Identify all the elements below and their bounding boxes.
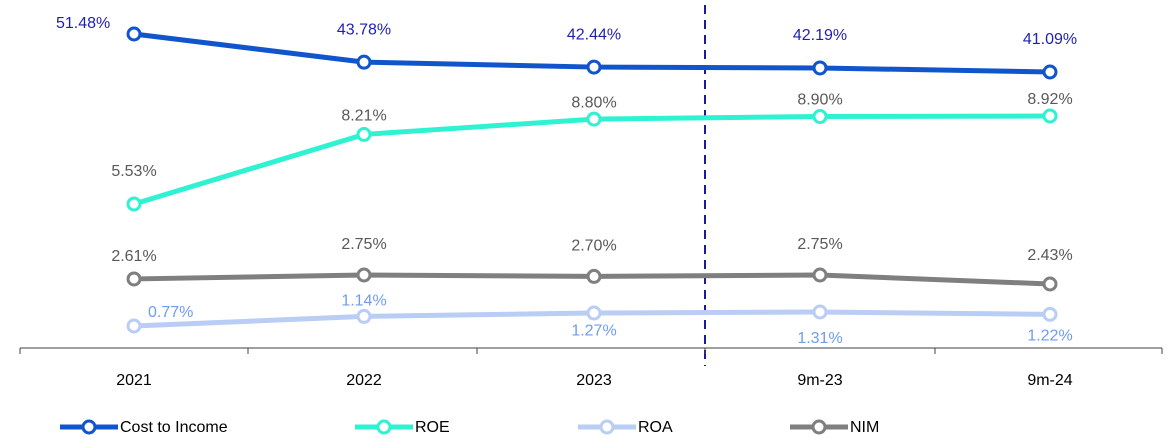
legend-marker	[81, 419, 97, 435]
point	[586, 268, 602, 284]
data-label: 2.43%	[1027, 247, 1072, 264]
data-label: 42.44%	[567, 26, 621, 43]
point	[1042, 276, 1058, 292]
point	[126, 318, 142, 334]
data-label: 2.75%	[341, 236, 386, 253]
legend-label: NIM	[850, 419, 879, 436]
point	[1042, 64, 1058, 80]
point	[356, 126, 372, 142]
data-label: 0.77%	[148, 304, 193, 321]
legend-label: Cost to Income	[120, 419, 228, 436]
point	[126, 196, 142, 212]
point	[812, 60, 828, 76]
data-label: 1.31%	[797, 330, 842, 347]
data-label: 2.61%	[111, 248, 156, 265]
data-label: 1.27%	[571, 322, 616, 339]
data-label: 1.14%	[341, 293, 386, 310]
point	[126, 26, 142, 42]
legend-marker	[376, 419, 392, 435]
point	[586, 59, 602, 75]
series-line	[133, 113, 1051, 207]
point	[586, 111, 602, 127]
point	[126, 271, 142, 287]
legend-label: ROA	[638, 419, 673, 436]
data-label: 42.19%	[793, 27, 847, 44]
point	[356, 54, 372, 70]
data-label: 43.78%	[337, 21, 391, 38]
point	[1042, 108, 1058, 124]
data-label: 8.80%	[571, 94, 616, 111]
point	[812, 304, 828, 320]
data-label: 5.53%	[111, 163, 156, 180]
data-label: 8.92%	[1027, 91, 1072, 108]
data-label: 8.90%	[797, 92, 842, 109]
legend-marker	[811, 419, 827, 435]
x-tick-label: 2021	[116, 372, 152, 389]
data-label: 2.70%	[571, 238, 616, 255]
x-tick-label: 2022	[346, 372, 382, 389]
point	[812, 267, 828, 283]
data-label: 1.22%	[1027, 328, 1072, 345]
data-label: 51.48%	[56, 15, 110, 32]
point	[356, 308, 372, 324]
legend-marker	[599, 419, 615, 435]
point	[1042, 306, 1058, 322]
data-label: 2.75%	[797, 236, 842, 253]
data-label: 41.09%	[1023, 31, 1077, 48]
point	[812, 109, 828, 125]
legend-label: ROE	[415, 419, 450, 436]
point	[356, 267, 372, 283]
point	[586, 305, 602, 321]
x-tick-label: 9m-24	[1027, 372, 1072, 389]
x-tick-label: 2023	[576, 372, 612, 389]
data-label: 8.21%	[341, 108, 386, 125]
x-tick-label: 9m-23	[797, 372, 842, 389]
